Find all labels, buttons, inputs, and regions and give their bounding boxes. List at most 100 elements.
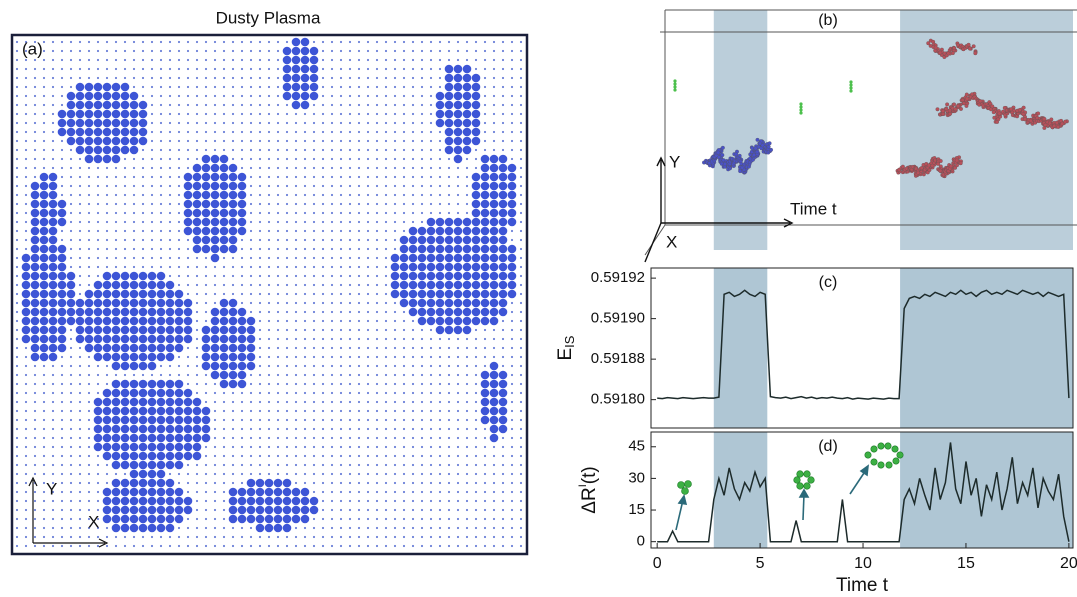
particle — [34, 158, 36, 160]
particle — [385, 365, 387, 367]
particle — [376, 266, 378, 268]
particle-cluster — [211, 155, 220, 164]
particle-cluster — [499, 308, 508, 317]
particle — [61, 491, 63, 493]
particle — [169, 104, 171, 106]
particle — [205, 257, 207, 259]
particle — [259, 50, 261, 52]
particle-cluster — [445, 83, 454, 92]
particle-cluster — [499, 155, 508, 164]
particle-cluster — [472, 83, 481, 92]
particle — [520, 293, 522, 295]
particle — [412, 509, 414, 511]
particle — [349, 392, 351, 394]
particle-cluster — [391, 254, 400, 263]
particle — [205, 104, 207, 106]
particle — [439, 545, 441, 547]
particle — [286, 410, 288, 412]
particle — [349, 275, 351, 277]
particle — [304, 365, 306, 367]
particle — [448, 527, 450, 529]
particle — [295, 401, 297, 403]
particle — [430, 212, 432, 214]
particle-cluster — [139, 515, 148, 524]
particle — [178, 185, 180, 187]
particle — [421, 185, 423, 187]
cluster-walk-red — [945, 103, 949, 107]
particle — [385, 86, 387, 88]
particle — [61, 68, 63, 70]
particle-cluster — [103, 299, 112, 308]
particle-cluster — [445, 74, 454, 83]
particle-cluster — [139, 479, 148, 488]
particle-cluster — [67, 128, 76, 137]
particle — [268, 113, 270, 115]
particle — [286, 401, 288, 403]
x-tick-label: 20 — [1060, 555, 1077, 572]
particle — [214, 122, 216, 124]
particle — [484, 338, 486, 340]
particle — [133, 203, 135, 205]
particle — [331, 239, 333, 241]
particle — [457, 185, 459, 187]
particle — [142, 248, 144, 250]
particle — [394, 482, 396, 484]
particle — [187, 347, 189, 349]
particle-cluster — [247, 326, 256, 335]
particle — [511, 122, 513, 124]
particle — [385, 527, 387, 529]
particle — [340, 68, 342, 70]
particle — [25, 248, 27, 250]
particle — [61, 428, 63, 430]
particle-cluster — [184, 407, 193, 416]
particle — [124, 473, 126, 475]
particle — [385, 59, 387, 61]
particle-cluster — [256, 488, 265, 497]
particle — [394, 140, 396, 142]
particle-cluster — [229, 515, 238, 524]
particle-cluster — [481, 416, 490, 425]
particle — [277, 428, 279, 430]
particle-cluster — [31, 290, 40, 299]
particle — [412, 158, 414, 160]
particle — [376, 41, 378, 43]
particle — [277, 455, 279, 457]
particle — [511, 302, 513, 304]
particle — [70, 536, 72, 538]
particle — [52, 374, 54, 376]
particle-cluster — [499, 254, 508, 263]
particle-cluster — [121, 443, 130, 452]
particle — [295, 545, 297, 547]
particle — [133, 68, 135, 70]
particle-cluster — [211, 362, 220, 371]
particle — [232, 275, 234, 277]
panel-b — [673, 10, 1073, 250]
particle — [259, 356, 261, 358]
particle — [511, 428, 513, 430]
panel-b-x: X — [666, 232, 677, 251]
particle — [43, 536, 45, 538]
cluster-walk-green — [849, 83, 852, 86]
particle — [448, 338, 450, 340]
particle-cluster — [139, 101, 148, 110]
particle-cluster — [31, 353, 40, 362]
particle — [457, 473, 459, 475]
particle — [250, 293, 252, 295]
particle — [502, 536, 504, 538]
particle-cluster — [301, 92, 310, 101]
particle — [358, 257, 360, 259]
particle — [178, 221, 180, 223]
particle — [403, 392, 405, 394]
particle — [16, 77, 18, 79]
particle — [340, 419, 342, 421]
particle-cluster — [292, 92, 301, 101]
particle — [268, 239, 270, 241]
particle-cluster — [121, 119, 130, 128]
particle — [322, 77, 324, 79]
particle — [376, 320, 378, 322]
particle-cluster — [94, 407, 103, 416]
particle-cluster — [148, 317, 157, 326]
particle — [196, 338, 198, 340]
particle — [259, 257, 261, 259]
particle — [331, 347, 333, 349]
